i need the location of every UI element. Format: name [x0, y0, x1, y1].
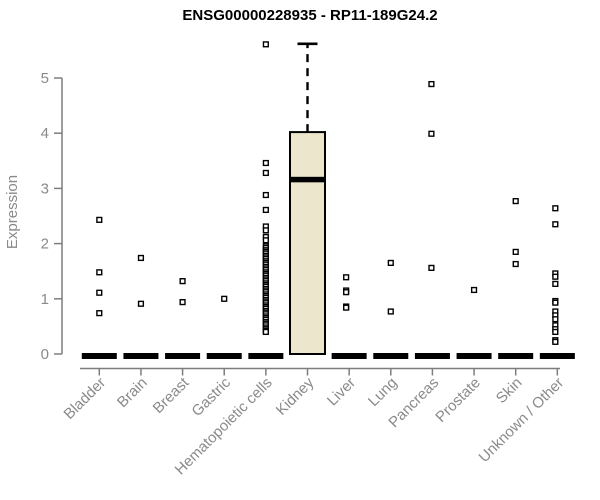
- median-line: [290, 176, 325, 183]
- x-category-label: Skin: [493, 374, 526, 407]
- collapsed-box: [456, 353, 492, 359]
- outlier-point: [387, 259, 394, 267]
- outlier-point: [428, 264, 435, 271]
- y-tick-label: 0: [41, 346, 49, 363]
- outlier-point: [552, 205, 559, 212]
- outlier-point: [552, 328, 559, 336]
- outlier-point: [262, 191, 269, 199]
- outlier-point: [221, 295, 228, 302]
- outlier-point: [512, 248, 519, 255]
- x-category-label: Bladder: [61, 374, 110, 423]
- collapsed-box: [81, 353, 117, 359]
- outlier-point: [552, 316, 559, 323]
- outlier-point: [552, 273, 559, 280]
- outlier-point: [552, 280, 559, 287]
- outlier-point: [96, 310, 103, 317]
- outlier-point: [96, 269, 103, 276]
- outlier-point: [262, 169, 269, 177]
- outlier-point: [179, 299, 186, 306]
- outlier-point: [470, 286, 478, 294]
- outlier-point: [96, 216, 103, 223]
- x-category-label: Breast: [150, 374, 193, 417]
- outlier-point: [343, 274, 350, 281]
- outlier-point: [262, 237, 269, 244]
- collapsed-box: [123, 353, 159, 359]
- y-tick-label: 5: [41, 70, 49, 87]
- x-category-label: Prostate: [432, 374, 484, 426]
- outlier-point: [343, 304, 350, 311]
- y-tick-label: 2: [41, 236, 49, 253]
- outlier-point: [137, 254, 145, 262]
- outlier-point: [387, 308, 394, 315]
- outlier-point: [512, 197, 519, 205]
- outlier-point: [552, 338, 559, 345]
- outlier-point: [552, 221, 559, 228]
- chart-title: ENSG00000228935 - RP11-189G24.2: [182, 7, 438, 24]
- collapsed-box: [248, 353, 284, 359]
- outlier-point: [262, 227, 269, 234]
- box: [289, 131, 326, 355]
- outlier-point: [262, 159, 269, 167]
- x-category-label: Liver: [324, 374, 359, 409]
- outlier-point: [512, 260, 519, 268]
- outlier-point: [262, 41, 269, 48]
- y-tick-label: 4: [41, 125, 49, 142]
- outlier-point: [262, 328, 269, 336]
- outlier-point: [262, 206, 269, 214]
- collapsed-box: [331, 353, 367, 359]
- collapsed-box: [498, 353, 534, 359]
- outlier-point: [552, 299, 559, 306]
- outlier-point: [343, 289, 350, 296]
- outlier-point: [428, 80, 435, 88]
- y-tick-label: 1: [41, 291, 49, 308]
- x-category-label: Brain: [114, 374, 151, 411]
- collapsed-box: [539, 353, 575, 359]
- x-category-label: Kidney: [273, 374, 318, 419]
- collapsed-box: [206, 353, 242, 359]
- outlier-point: [137, 300, 145, 307]
- y-tick-label: 3: [41, 180, 49, 197]
- outlier-point: [179, 278, 186, 285]
- collapsed-box: [414, 353, 450, 359]
- outlier-point: [428, 130, 435, 137]
- outlier-point: [96, 289, 103, 296]
- x-category-label: Lung: [365, 374, 401, 410]
- collapsed-box: [165, 353, 201, 359]
- collapsed-box: [373, 353, 409, 359]
